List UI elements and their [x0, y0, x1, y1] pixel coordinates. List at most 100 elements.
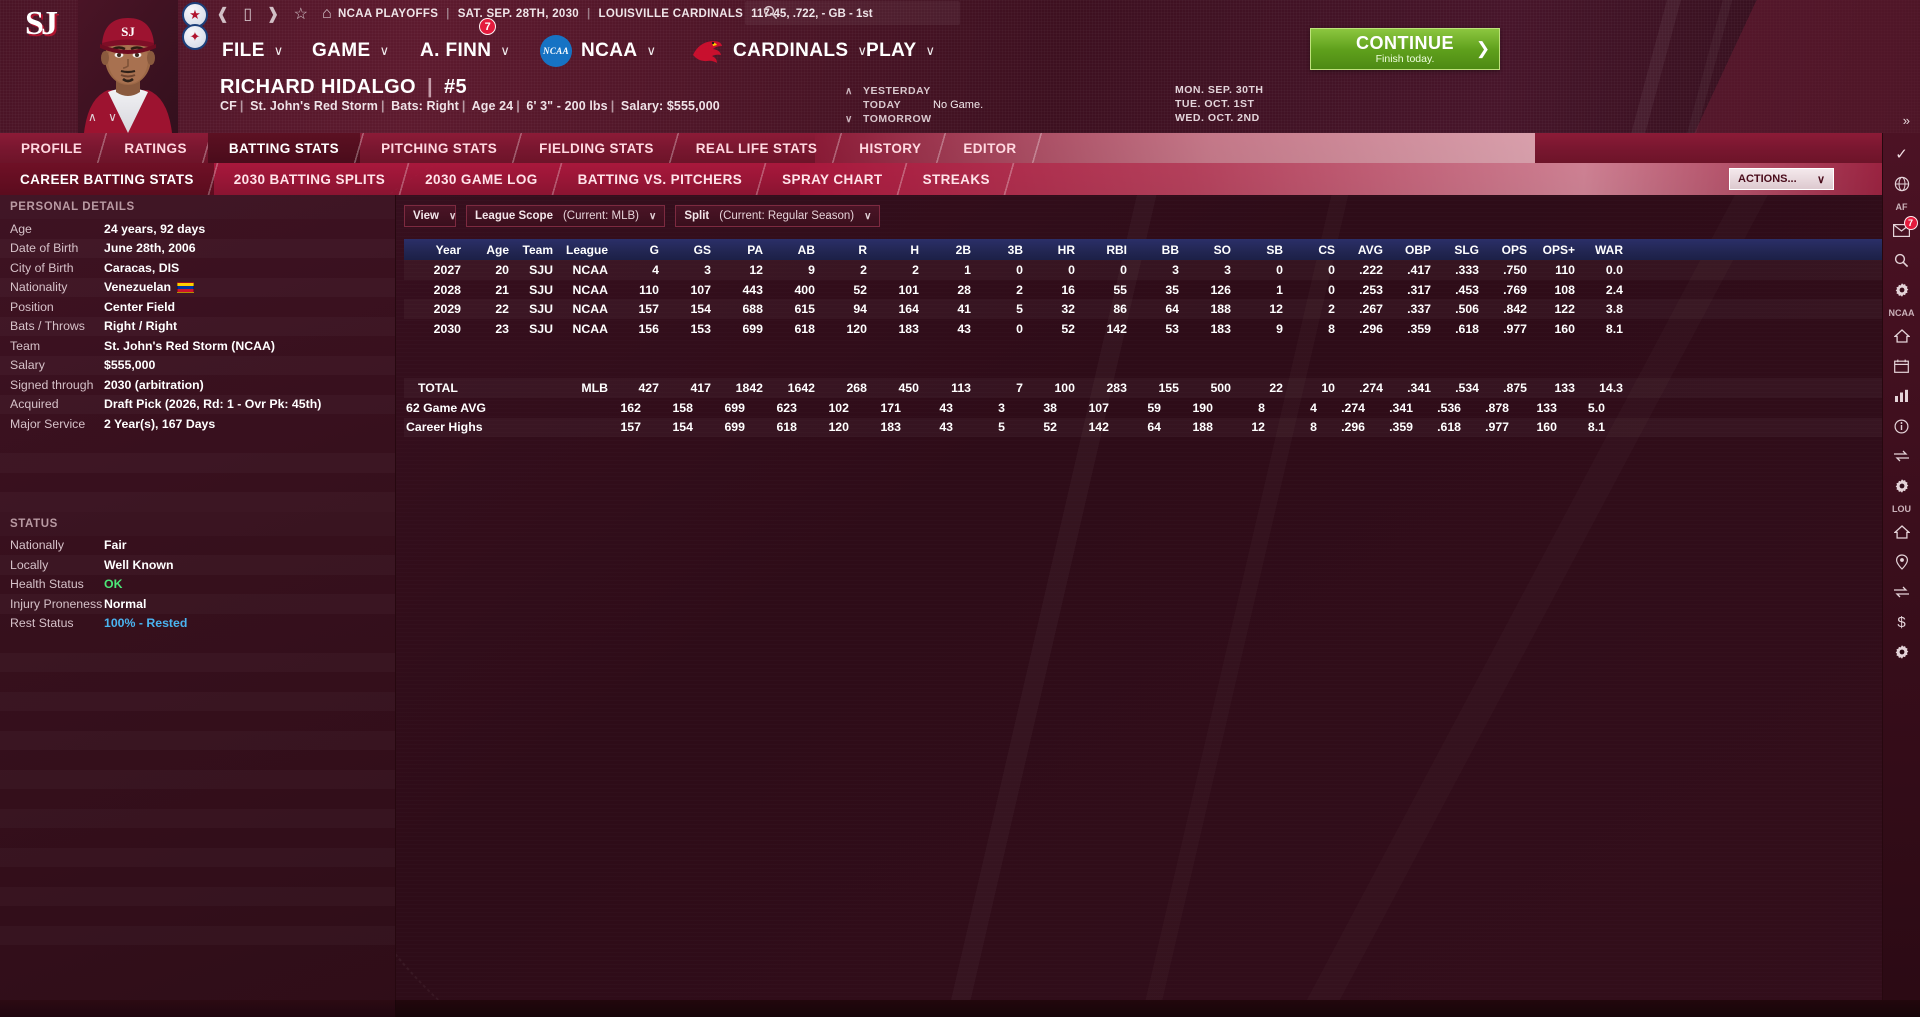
subtab-streaks[interactable]: STREAKS: [903, 163, 1015, 195]
badge-star-icon[interactable]: ★: [182, 2, 208, 28]
search-input[interactable]: [765, 6, 945, 20]
view-dropdown[interactable]: View ∨: [404, 205, 456, 227]
split-dropdown[interactable]: Split (Current: Regular Season) ∨: [675, 205, 881, 227]
summary-row-total[interactable]: TOTAL MLB 427 417 1842 1642 268 450 113 7 100 283 15…: [404, 378, 1909, 398]
table-row[interactable]: 2029 22 SJU NCAA 157 154 688 615 94 164 41 5 32 86 64 1…: [404, 299, 1909, 319]
home-icon[interactable]: ⌂: [321, 5, 332, 22]
col-header-h[interactable]: H: [910, 242, 919, 257]
col-header-team[interactable]: Team: [522, 242, 553, 257]
pin-icon[interactable]: [1883, 547, 1920, 577]
col-header-ab[interactable]: AB: [797, 242, 815, 257]
check-icon[interactable]: ✓: [1895, 146, 1908, 163]
subtab-career-batting-stats[interactable]: CAREER BATTING STATS: [0, 163, 219, 195]
tab-ratings[interactable]: RATINGS: [103, 133, 213, 163]
breadcrumb-league[interactable]: NCAA PLAYOFFS: [338, 8, 439, 20]
menu-team-cardinals[interactable]: CARDINALS ∨: [690, 32, 867, 70]
summary-row-career-highs[interactable]: Career Highs 157 154 699 618 120 183 43 5 52 142 64…: [404, 418, 1909, 438]
forward-arrow-icon[interactable]: ❱: [266, 6, 280, 23]
notification-badge[interactable]: 7: [479, 18, 497, 35]
col-header-war[interactable]: WAR: [1595, 242, 1623, 257]
trade2-icon[interactable]: [1883, 577, 1920, 607]
badge-cardinal-icon[interactable]: ✦: [182, 24, 208, 50]
menu-play[interactable]: PLAY ∨: [866, 32, 935, 70]
gear-icon[interactable]: [1883, 275, 1920, 305]
table-row[interactable]: 2028 21 SJU NCAA 110 107 443 400 52 101 28 2 16 55 35 1…: [404, 280, 1909, 300]
home2-icon[interactable]: [1883, 517, 1920, 547]
back-arrow-icon[interactable]: ❰: [216, 6, 230, 23]
col-header-r[interactable]: R: [858, 242, 867, 257]
col-header-league[interactable]: League: [565, 242, 608, 257]
col-header-avg[interactable]: AVG: [1357, 242, 1383, 257]
subtab-spray-chart[interactable]: SPRAY CHART: [762, 163, 908, 195]
gear2-icon[interactable]: [1883, 471, 1920, 501]
table-row[interactable]: 2027 20 SJU NCAA 4 3 12 9 2 2 1 0 0 0 3 3 0 0 .222 .417 .333…: [404, 260, 1909, 280]
search-icon[interactable]: [1883, 245, 1920, 275]
col-header-age[interactable]: Age: [486, 242, 509, 257]
schedule-row-yesterday[interactable]: ∧ YESTERDAY: [845, 84, 983, 98]
globe-icon[interactable]: [1883, 169, 1920, 199]
info-icon[interactable]: [1883, 411, 1920, 441]
tab-real-life-stats[interactable]: REAL LIFE STATS: [675, 133, 844, 163]
table-header-row[interactable]: Year Age Team League G GS PA AB R H 2B 3…: [404, 239, 1909, 260]
league-scope-dropdown[interactable]: League Scope (Current: MLB) ∨: [466, 205, 666, 227]
menu-league-ncaa[interactable]: NCAA NCAA ∨: [540, 32, 656, 70]
navigation-icons[interactable]: ❰ ▯ ❱ ☆ ⌂: [216, 2, 332, 26]
tab-editor[interactable]: EDITOR: [942, 133, 1043, 163]
col-header-ops[interactable]: OPS: [1501, 242, 1527, 257]
chevron-down-icon[interactable]: ∨: [845, 113, 853, 125]
menu-file[interactable]: FILE ∨: [222, 32, 284, 70]
col-header-obp[interactable]: OBP: [1404, 242, 1431, 257]
page-icon[interactable]: ▯: [243, 6, 253, 23]
trade-icon[interactable]: [1883, 441, 1920, 471]
breadcrumb-team[interactable]: LOUISVILLE CARDINALS: [598, 8, 744, 20]
tab-profile[interactable]: PROFILE: [0, 133, 109, 163]
col-header-g[interactable]: G: [649, 242, 659, 257]
summary-row-game-avg[interactable]: 62 Game AVG 162 158 699 623 102 171 43 3 38 107 59 1…: [404, 398, 1909, 418]
col-header-hr[interactable]: HR: [1057, 242, 1075, 257]
breadcrumb-date[interactable]: SAT. SEP. 28TH, 2030: [457, 8, 579, 20]
calendar-icon[interactable]: [1883, 351, 1920, 381]
subtab-batting-vs-pitchers[interactable]: BATTING VS. PITCHERS: [558, 163, 768, 195]
table-row[interactable]: 2030 23 SJU NCAA 156 153 699 618 120 183 43 0 52 142 5…: [404, 319, 1909, 339]
player-avatar[interactable]: SJ ∧ ∨: [78, 0, 178, 133]
team-logo-stjohns[interactable]: SJ: [12, 2, 68, 46]
gear3-icon[interactable]: [1883, 637, 1920, 667]
schedule-row-tomorrow[interactable]: ∨ TOMORROW: [845, 112, 983, 126]
col-header-so[interactable]: SO: [1213, 242, 1231, 257]
schedule-row-today[interactable]: TODAY No Game.: [845, 98, 983, 112]
col-header-pa[interactable]: PA: [747, 242, 763, 257]
tab-pitching-stats[interactable]: PITCHING STATS: [360, 133, 524, 163]
continue-button[interactable]: CONTINUE Finish today.: [1310, 28, 1500, 70]
tab-fielding-stats[interactable]: FIELDING STATS: [518, 133, 680, 163]
col-header-opsplus[interactable]: OPS+: [1542, 242, 1575, 257]
chart-icon[interactable]: [1883, 381, 1920, 411]
mail-badge[interactable]: 7: [1903, 216, 1918, 230]
dollar-icon[interactable]: $: [1897, 613, 1906, 631]
menu-game[interactable]: GAME ∨: [312, 32, 390, 70]
collapse-header-icon[interactable]: »: [1902, 113, 1910, 128]
team-badge-group[interactable]: ★ ✦: [182, 2, 210, 50]
subtab-2030-game-log[interactable]: 2030 GAME LOG: [405, 163, 563, 195]
col-header-3b[interactable]: 3B: [1007, 242, 1023, 257]
avatar-prev-next-arrows[interactable]: ∧ ∨: [88, 110, 121, 124]
home-icon[interactable]: [1883, 321, 1920, 351]
cell-so: 500: [1210, 380, 1231, 395]
search-box[interactable]: [745, 1, 960, 25]
tab-history[interactable]: HISTORY: [838, 133, 948, 163]
actions-button[interactable]: ACTIONS... ∨: [1729, 168, 1834, 190]
col-header-gs[interactable]: GS: [693, 242, 711, 257]
search-icon[interactable]: [763, 5, 778, 20]
menu-user-afinn[interactable]: A. FINN ∨ 7: [420, 18, 510, 70]
mail-icon[interactable]: 7: [1883, 215, 1920, 245]
col-header-year[interactable]: Year: [435, 242, 461, 257]
col-header-sb[interactable]: SB: [1266, 242, 1283, 257]
col-header-rbi[interactable]: RBI: [1106, 242, 1127, 257]
subtab-2030-batting-splits[interactable]: 2030 BATTING SPLITS: [214, 163, 411, 195]
tab-batting-stats[interactable]: BATTING STATS: [207, 133, 366, 163]
col-header-cs[interactable]: CS: [1318, 242, 1335, 257]
col-header-bb[interactable]: BB: [1161, 242, 1179, 257]
chevron-up-icon[interactable]: ∧: [845, 85, 853, 97]
col-header-slg[interactable]: SLG: [1454, 242, 1479, 257]
col-header-2b[interactable]: 2B: [955, 242, 971, 257]
star-icon[interactable]: ☆: [293, 6, 308, 23]
